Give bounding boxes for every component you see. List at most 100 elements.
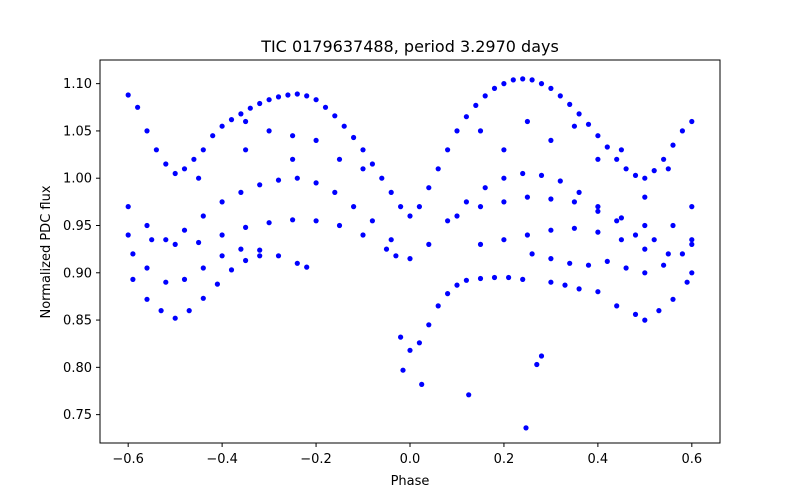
data-point [426,241,432,247]
data-point [595,204,601,210]
data-point [341,123,347,129]
y-tick-label: 1.10 [63,77,92,92]
data-point [567,260,573,266]
data-point [416,204,422,210]
data-point [684,279,690,285]
data-point [614,156,620,162]
data-point [257,253,263,259]
data-point [181,166,188,172]
data-point [400,367,406,373]
data-point [477,275,484,282]
data-point [689,204,695,210]
data-point [538,172,545,178]
data-point [562,282,568,288]
data-point [548,85,554,91]
data-point [369,218,375,224]
x-tick-label: −0.4 [206,452,238,467]
data-point [520,276,526,282]
data-point [632,311,639,317]
data-point [200,295,206,301]
data-point [257,182,263,188]
data-point [595,156,601,162]
data-point [614,303,620,309]
data-point [247,105,253,111]
data-point [243,118,249,125]
x-tick-label: 0.4 [588,452,609,467]
data-point [163,237,169,243]
data-point [360,166,366,172]
data-point [482,185,488,191]
data-point [491,85,498,91]
data-point [501,147,507,153]
data-point [398,204,404,210]
data-point [163,161,169,167]
data-point [571,225,578,231]
data-point [571,199,578,205]
data-point [228,117,235,123]
data-point [534,361,540,368]
data-point [181,227,188,233]
data-point [163,279,169,285]
data-point [548,227,554,233]
y-tick-label: 0.95 [63,219,92,234]
data-point [670,222,676,229]
data-point [200,147,206,153]
data-point [257,247,263,253]
x-axis-ticks: −0.6 −0.4 −0.2 0.0 0.2 0.4 0.6 [112,443,702,467]
data-point [477,128,484,134]
data-point [538,353,545,359]
data-point [454,282,460,288]
data-point [219,199,225,205]
chart-title: TIC 0179637488, period 3.2970 days [260,37,559,56]
data-point [144,128,150,134]
data-point [304,93,310,99]
data-point [501,237,507,243]
data-point [679,128,686,134]
data-point [477,241,484,247]
data-point [181,276,188,282]
data-point [125,232,131,238]
data-point [144,265,150,271]
data-point [623,265,629,271]
data-point [158,308,164,314]
data-point [130,251,136,257]
data-point [426,185,432,191]
data-point [435,303,441,309]
x-tick-label: 0.6 [681,452,702,467]
data-point [125,204,131,210]
data-point [398,334,404,340]
data-point [501,81,507,87]
data-point [454,128,460,134]
data-point [238,111,244,117]
data-point [275,253,282,259]
data-point [614,218,620,224]
y-tick-label: 0.80 [63,361,92,376]
data-point [567,101,573,107]
data-point [520,76,526,82]
data-point [257,100,263,107]
data-point [595,208,601,214]
x-tick-label: −0.2 [300,452,332,467]
data-point [388,189,394,195]
data-point [200,213,206,219]
data-point [557,93,563,99]
data-point [520,170,526,177]
data-point [656,308,662,314]
data-point [595,229,601,235]
data-point [383,246,390,252]
y-tick-label: 1.05 [63,124,92,139]
data-point [618,237,625,243]
data-point [689,241,695,247]
data-point [238,246,244,252]
data-point [529,251,535,257]
data-point [463,277,469,283]
y-tick-label: 1.00 [63,172,92,187]
data-point [445,218,451,224]
y-axis-ticks: 0.75 0.80 0.85 0.90 0.95 1.00 1.05 1.10 [63,77,100,423]
data-point [210,133,216,139]
data-point [548,137,554,143]
data-point [642,246,648,252]
data-point [172,241,178,247]
data-point [172,315,178,321]
